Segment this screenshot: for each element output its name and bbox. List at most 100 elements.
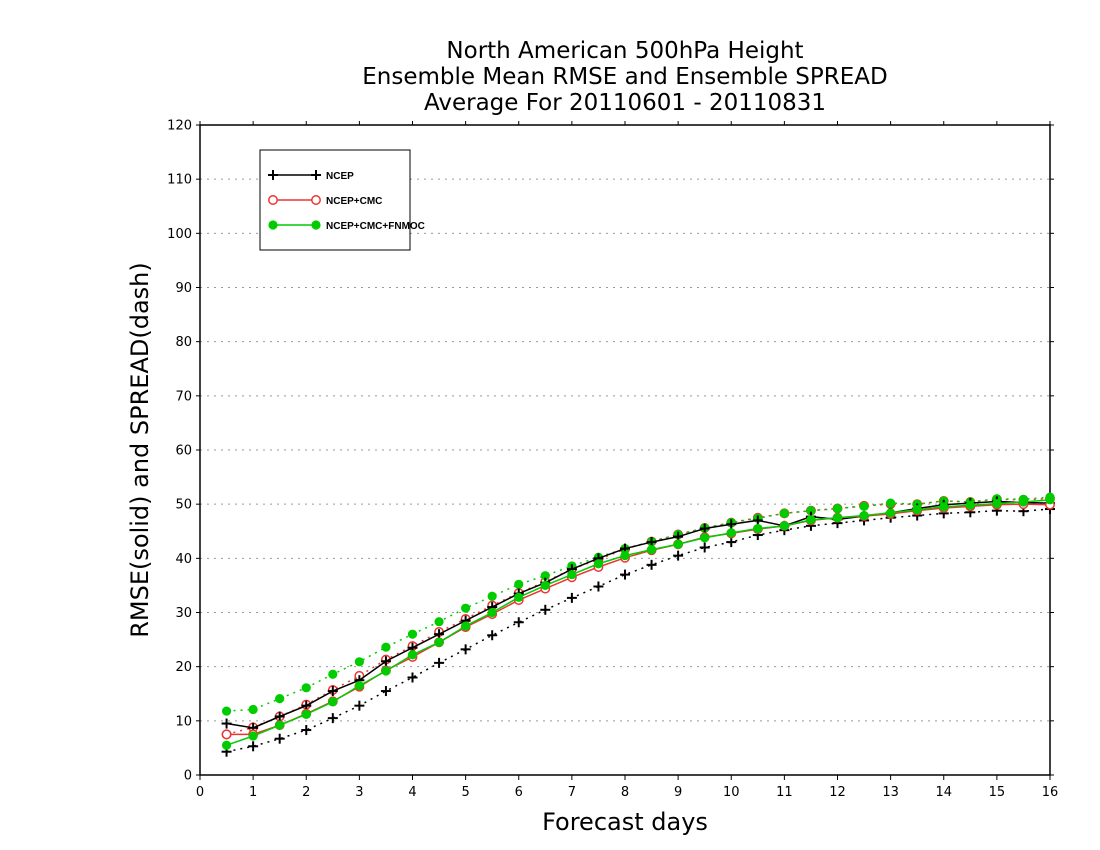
rmse-point-ncep-cmc-fnmoc: [381, 666, 391, 676]
x-tick-label: 4: [408, 785, 416, 800]
spread-point-ncep: [513, 617, 524, 628]
rmse-point-ncep-cmc-fnmoc: [434, 637, 444, 647]
rmse-point-ncep-cmc-fnmoc: [620, 551, 630, 561]
x-tick-label: 14: [935, 785, 952, 800]
rmse-point-ncep: [380, 656, 391, 667]
rmse-point-ncep-cmc-fnmoc: [1018, 497, 1029, 507]
spread-point-ncep-cmc-fnmoc: [248, 704, 258, 715]
spread-point-ncep-cmc-fnmoc: [461, 603, 471, 613]
spread-point-ncep: [540, 604, 551, 615]
rmse-point-ncep-cmc-fnmoc: [912, 504, 922, 515]
x-tick-label: 0: [196, 785, 204, 800]
rmse-point-ncep-cmc-fnmoc: [461, 621, 471, 631]
x-tick-label: 6: [515, 785, 523, 800]
y-tick-label: 30: [175, 606, 192, 621]
rmse-point-ncep-cmc-fnmoc: [567, 569, 577, 580]
spread-point-ncep: [354, 700, 365, 711]
y-tick-label: 110: [167, 173, 192, 188]
series-ncep-cmc-spread: [221, 493, 1055, 740]
rmse-point-ncep: [726, 519, 737, 530]
spread-point-ncep-cmc-fnmoc: [275, 694, 285, 704]
x-axis-label: Forecast days: [542, 808, 708, 836]
rmse-point-ncep-cmc-fnmoc: [221, 740, 232, 750]
legend-marker-ncep: [311, 170, 321, 180]
rmse-point-ncep-cmc-fnmoc: [593, 559, 604, 569]
legend-marker-ncep-cmc-fnmoc: [268, 220, 278, 230]
spread-point-ncep: [673, 550, 684, 561]
y-tick-label: 20: [175, 660, 192, 675]
rmse-point-ncep-cmc-fnmoc: [275, 720, 285, 730]
rmse-point-ncep: [752, 515, 763, 526]
spread-point-ncep: [487, 630, 498, 641]
rmse-point-ncep: [274, 711, 285, 722]
spread-point-ncep: [434, 657, 445, 668]
spread-point-ncep-cmc-fnmoc: [354, 657, 364, 667]
rmse-point-ncep: [699, 523, 710, 534]
rmse-line-ncep-cmc: [226, 503, 1051, 736]
rmse-line-ncep-cmc-fnmoc: [226, 499, 1051, 746]
rmse-point-ncep-cmc-fnmoc: [832, 513, 843, 523]
rmse-point-ncep-cmc-fnmoc: [301, 709, 311, 719]
y-tick-label: 40: [175, 552, 192, 567]
chart-title-line-3: Average For 20110601 - 20110831: [423, 90, 827, 116]
spread-point-ncep: [699, 542, 710, 553]
y-tick-label: 80: [175, 335, 192, 350]
y-tick-label: 10: [175, 714, 192, 729]
rmse-point-ncep-cmc-fnmoc: [939, 502, 949, 512]
x-tick-label: 11: [776, 785, 793, 800]
rmse-point-ncep: [327, 686, 338, 697]
spread-line-ncep-cmc: [226, 498, 1051, 736]
rmse-point-ncep-cmc-fnmoc: [726, 528, 736, 538]
legend-marker-ncep: [268, 170, 278, 180]
x-tick-label: 16: [1042, 785, 1059, 800]
y-tick-label: 0: [184, 769, 192, 784]
rmse-point-ncep-cmc-fnmoc: [646, 545, 657, 555]
rmse-point-ncep-cmc-fnmoc: [673, 539, 683, 549]
spread-point-ncep: [726, 537, 737, 548]
x-tick-label: 15: [989, 785, 1006, 800]
spread-point-ncep: [620, 569, 630, 580]
y-tick-label: 70: [175, 389, 192, 404]
rmse-point-ncep-cmc-fnmoc: [779, 521, 789, 531]
x-tick-label: 3: [355, 785, 363, 800]
x-tick-label: 9: [674, 785, 682, 800]
spread-point-ncep: [248, 741, 259, 752]
legend: NCEP NCEP+CMC NCEP+CMC+FNMOC: [259, 149, 425, 251]
x-tick-label: 1: [249, 785, 257, 800]
rmse-point-ncep-cmc-fnmoc: [859, 510, 869, 521]
spread-point-ncep-cmc-fnmoc: [859, 501, 869, 511]
legend-marker-ncep-cmc: [311, 195, 321, 205]
x-tick-label: 10: [723, 785, 740, 800]
legend-label-ncep: NCEP: [326, 171, 354, 182]
y-tick-label: 120: [167, 119, 192, 134]
rmse-point-ncep-cmc-fnmoc: [1045, 495, 1055, 505]
rmse-point-ncep-cmc-fnmoc: [354, 681, 364, 691]
x-tick-label: 5: [461, 785, 469, 800]
spread-point-ncep-cmc-fnmoc: [886, 498, 896, 508]
y-tick-label: 60: [175, 444, 192, 459]
rmse-point-ncep-cmc-fnmoc: [886, 508, 896, 518]
series-ncep-cmc-fnmoc-rmse: [221, 495, 1055, 750]
rmse-point-ncep-cmc: [221, 729, 232, 740]
spread-point-ncep-cmc-fnmoc: [381, 642, 391, 652]
spread-point-ncep-cmc-fnmoc: [779, 508, 789, 518]
spread-point-ncep: [301, 725, 312, 736]
spread-point-ncep: [274, 733, 285, 744]
rmse-point-ncep-cmc-fnmoc: [965, 500, 975, 510]
spread-point-ncep-cmc-fnmoc: [514, 579, 524, 589]
rmse-point-ncep-cmc-fnmoc: [407, 650, 418, 660]
x-tick-label: 2: [302, 785, 310, 800]
series-ncep-rmse: [221, 496, 1055, 733]
series-ncep-spread: [221, 504, 1055, 757]
spread-point-ncep-cmc-fnmoc: [806, 506, 816, 516]
chart-title-line-2: Ensemble Mean RMSE and Ensemble SPREAD: [362, 64, 888, 90]
chart-title-line-1: North American 500hPa Height: [446, 38, 804, 64]
rmse-point-ncep-cmc-fnmoc: [514, 592, 524, 602]
spread-point-ncep-cmc-fnmoc: [301, 683, 311, 693]
spread-point-ncep: [566, 592, 577, 603]
legend-label-ncep-cmc: NCEP+CMC: [326, 196, 382, 207]
rmse-point-ncep-cmc-fnmoc: [992, 499, 1002, 509]
y-tick-label: 50: [175, 498, 192, 513]
rmse-point-ncep: [221, 718, 232, 729]
